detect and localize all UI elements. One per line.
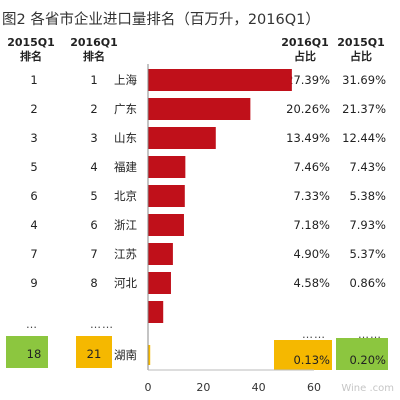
header-share-2015: 2015Q1 占比 xyxy=(337,36,385,63)
bar-江苏 xyxy=(148,243,173,265)
share-2016-cell: 7.18% xyxy=(293,218,330,232)
highlight-share-2015-box xyxy=(336,338,388,370)
ellipsis-share-2015: …… xyxy=(358,328,382,341)
province-label: 广东 xyxy=(114,102,137,116)
share-2016-cell: 20.26% xyxy=(286,102,330,116)
x-tick-label: 60 xyxy=(307,381,321,394)
bar-上海 xyxy=(148,69,292,91)
rank-2016-cell: 2 xyxy=(90,102,98,116)
share-2015-cell: 7.43% xyxy=(349,160,386,174)
rank-2015-cell: 9 xyxy=(30,276,38,290)
share-2015-cell: 5.38% xyxy=(349,189,386,203)
bar-…… xyxy=(148,301,164,323)
x-tick-label: 20 xyxy=(196,381,210,394)
share-2016-cell: 7.46% xyxy=(293,160,330,174)
highlight-rank-2016: 21 xyxy=(86,347,102,361)
share-2015-cell: 0.86% xyxy=(349,276,386,290)
bar-河北 xyxy=(148,272,171,294)
highlight-rank-2015: 18 xyxy=(26,347,42,361)
share-2015-cell: 5.37% xyxy=(349,247,386,261)
rank-2016-cell: 7 xyxy=(90,247,98,261)
header-share-2016: 2016Q1 占比 xyxy=(281,36,329,63)
highlight-province: 湖南 xyxy=(114,348,137,362)
rank-2016-cell: 6 xyxy=(90,218,98,232)
province-label: 浙江 xyxy=(114,218,137,232)
bar-浙江 xyxy=(148,214,184,236)
rank-2015-cell: 7 xyxy=(30,247,38,261)
highlight-share-2015: 0.20% xyxy=(349,353,386,367)
bar-广东 xyxy=(148,98,251,120)
highlight-share-2016-box xyxy=(274,340,332,370)
province-label: 山东 xyxy=(114,131,137,145)
bar-山东 xyxy=(148,127,216,149)
province-label: 河北 xyxy=(114,276,137,290)
province-label: 北京 xyxy=(114,189,137,203)
x-tick-label: 0 xyxy=(145,381,152,394)
rank-2015-cell: 6 xyxy=(30,189,38,203)
share-2015-cell: 31.69% xyxy=(342,73,386,87)
highlight-rank-2015-box xyxy=(6,336,48,368)
rank-2015-cell: 4 xyxy=(30,218,38,232)
chart-title: 图2 各省市企业进口量排名（百万升，2016Q1） xyxy=(2,12,320,28)
share-2015-cell: 21.37% xyxy=(342,102,386,116)
header-rank-2016: 2016Q1 排名 xyxy=(70,36,118,63)
province-label: 江苏 xyxy=(114,247,137,261)
rank-2015-cell: 3 xyxy=(30,131,38,145)
bar-福建 xyxy=(148,156,186,178)
province-label: 上海 xyxy=(114,73,137,87)
header-rank-2015: 2015Q1 排名 xyxy=(7,36,55,63)
rank-2016-cell: 1 xyxy=(90,73,98,87)
rank-2016-cell: 5 xyxy=(90,189,98,203)
share-2016-cell: 4.58% xyxy=(293,276,330,290)
bar-北京 xyxy=(148,185,185,207)
watermark: Wine .com xyxy=(341,383,394,394)
rank-2015-cell: 1 xyxy=(30,73,38,87)
highlight-share-2016: 0.13% xyxy=(293,353,330,367)
rank-2015-cell: 5 xyxy=(30,160,38,174)
share-2015-cell: 12.44% xyxy=(342,131,386,145)
bar-湖南 xyxy=(148,345,151,365)
share-2016-cell: 7.33% xyxy=(293,189,330,203)
ellipsis-rank-2016: …… xyxy=(90,318,114,331)
rank-2016-cell: 3 xyxy=(90,131,98,145)
rank-2016-cell: 4 xyxy=(90,160,98,174)
rank-2015-cell: 2 xyxy=(30,102,38,116)
ellipsis-rank-2015: … xyxy=(26,318,38,331)
share-2015-cell: 7.93% xyxy=(349,218,386,232)
share-2016-cell: 27.39% xyxy=(286,73,330,87)
rank-2016-cell: 8 xyxy=(90,276,98,290)
share-2016-cell: 13.49% xyxy=(286,131,330,145)
province-label: 福建 xyxy=(114,160,137,174)
share-2016-cell: 4.90% xyxy=(293,247,330,261)
ellipsis-share-2016: …… xyxy=(302,328,326,341)
highlight-rank-2016-box xyxy=(76,336,112,368)
x-tick-label: 40 xyxy=(252,381,266,394)
